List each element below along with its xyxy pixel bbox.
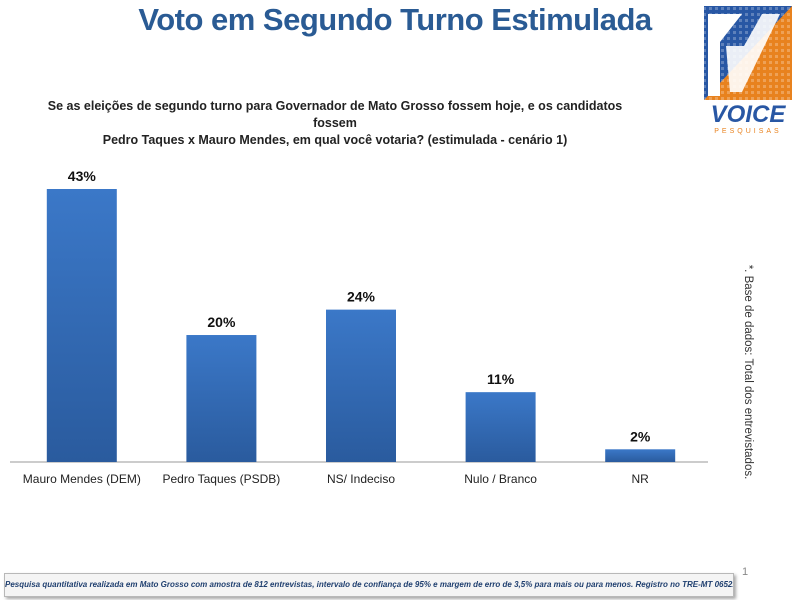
question-line-1: Se as eleições de segundo turno para Gov… bbox=[47, 99, 623, 130]
category-label-0: Mauro Mendes (DEM) bbox=[23, 472, 141, 486]
value-label-1: 20% bbox=[207, 314, 236, 330]
logo-sub-text: PESQUISAS bbox=[714, 128, 781, 135]
category-label-2: NS/ Indeciso bbox=[327, 472, 395, 486]
value-label-0: 43% bbox=[68, 168, 97, 184]
bar-1 bbox=[186, 335, 257, 462]
page-title: Voto em Segundo Turno Estimulada bbox=[138, 2, 652, 37]
voice-logo: VOICE PESQUISAS bbox=[704, 6, 792, 135]
bar-chart: 43% Mauro Mendes (DEM) 20% Pedro Taques (PS… bbox=[10, 168, 708, 486]
bar-0 bbox=[46, 189, 117, 462]
category-label-4: NR bbox=[632, 472, 650, 486]
bar-3 bbox=[465, 392, 536, 462]
value-label-4: 2% bbox=[630, 428, 651, 444]
survey-question: Se as eleições de segundo turno para Gov… bbox=[40, 98, 630, 149]
logo-brand-text: VOICE bbox=[711, 101, 787, 128]
question-line-2: Pedro Taques x Mauro Mendes, em qual voc… bbox=[102, 133, 568, 147]
value-label-2: 24% bbox=[347, 289, 376, 305]
category-label-1: Pedro Taques (PSDB) bbox=[162, 472, 280, 486]
bar-4 bbox=[605, 449, 676, 462]
category-label-3: Nulo / Branco bbox=[464, 472, 537, 486]
bar-2 bbox=[326, 309, 396, 462]
methodology-footer: Pesquisa quantitativa realizada em Mato … bbox=[4, 573, 734, 597]
base-note: *. Base de dados: Total dos entrevistado… bbox=[742, 264, 754, 480]
value-label-3: 11% bbox=[487, 371, 515, 387]
page-number: 1 bbox=[742, 566, 749, 578]
